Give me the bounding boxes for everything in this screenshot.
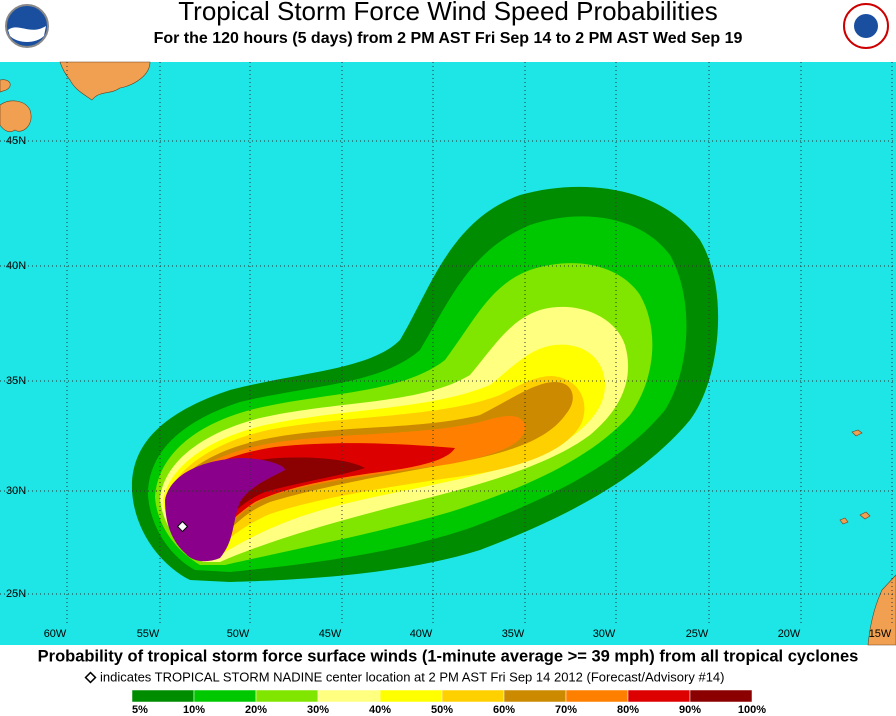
legend-swatch <box>379 689 443 703</box>
longitude-label: 50W <box>227 628 250 640</box>
legend-swatch <box>441 689 505 703</box>
longitude-label: 15W <box>869 628 892 640</box>
legend-label: 70% <box>555 704 577 716</box>
nws-logo <box>843 3 889 49</box>
legend-label: 10% <box>183 704 205 716</box>
longitude-label: 25W <box>686 628 709 640</box>
legend-label: 80% <box>617 704 639 716</box>
longitude-label: 45W <box>319 628 342 640</box>
legend-label: 20% <box>245 704 267 716</box>
legend-label: 40% <box>369 704 391 716</box>
subtitle: For the 120 hours (5 days) from 2 PM AST… <box>154 30 743 47</box>
map: 45N 40N 35N 30N 25N 60W 55W 50W 45W 40W 35W 30W 25W 2… <box>0 61 896 646</box>
longitude-label: 20W <box>778 628 801 640</box>
legend-swatch <box>131 689 195 703</box>
storm-center-marker <box>176 520 189 533</box>
legend-swatch <box>565 689 629 703</box>
longitude-label: 60W <box>44 628 67 640</box>
legend-swatch <box>255 689 319 703</box>
longitude-label: 30W <box>593 628 616 640</box>
caption: Probability of tropical storm force surf… <box>38 647 859 665</box>
legend: 5% 10% 20% 30% 40% 50% 60% 70% 80% 90% 100% <box>131 689 766 716</box>
legend-swatch <box>503 689 567 703</box>
legend-swatch <box>689 689 753 703</box>
probability-contours <box>131 186 719 582</box>
legend-label: 100% <box>738 704 766 716</box>
legend-label: 30% <box>307 704 329 716</box>
note: indicates TROPICAL STORM NADINE center l… <box>100 669 725 684</box>
legend-swatch <box>627 689 691 703</box>
latitude-label: 30N <box>6 485 26 497</box>
legend-label: 60% <box>493 704 515 716</box>
legend-label: 50% <box>431 704 453 716</box>
graticule: 45N 40N 35N 30N 25N 60W 55W 50W 45W 40W 35W 30W 25W 2… <box>0 62 896 640</box>
title: Tropical Storm Force Wind Speed Probabil… <box>178 0 717 26</box>
latitude-label: 45N <box>6 135 26 147</box>
latitude-label: 25N <box>6 588 26 600</box>
longitude-label: 40W <box>410 628 433 640</box>
noaa-logo <box>5 4 49 48</box>
latitude-label: 35N <box>6 375 26 387</box>
longitude-label: 55W <box>137 628 160 640</box>
legend-label: 5% <box>132 704 148 716</box>
latitude-label: 40N <box>6 260 26 272</box>
note-marker <box>84 671 97 684</box>
land <box>0 61 896 646</box>
legend-swatch <box>317 689 381 703</box>
legend-swatch <box>193 689 257 703</box>
legend-label: 90% <box>679 704 701 716</box>
longitude-label: 35W <box>502 628 525 640</box>
